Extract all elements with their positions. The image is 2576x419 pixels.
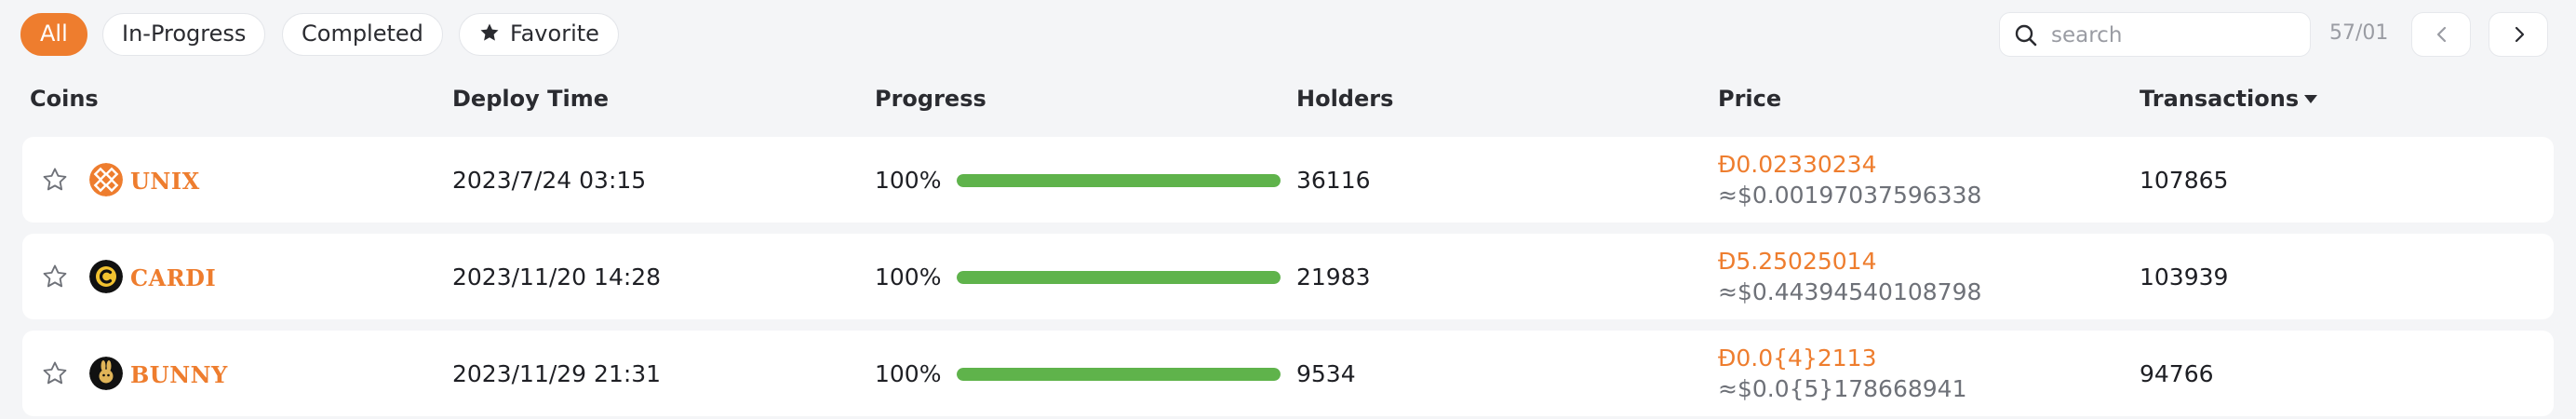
sort-desc-icon (2304, 95, 2318, 103)
table-row[interactable]: CARDI 2023/11/20 14:28 100% 21983 Đ5.250… (22, 234, 2554, 319)
filter-bar: All In-Progress Completed Favorite 57/01 (0, 0, 2576, 70)
deploy-time: 2023/11/29 21:31 (452, 360, 662, 387)
chevron-left-icon (2436, 26, 2447, 43)
price-doge: Đ0.02330234 (1718, 151, 1877, 178)
coin-ticker[interactable]: CARDI (130, 264, 217, 291)
holders-count: 36116 (1296, 167, 1371, 194)
price-doge: Đ0.0{4}2113 (1718, 345, 1877, 372)
progress-bar-fill (957, 271, 1281, 284)
progress-bar (957, 174, 1281, 187)
deploy-time: 2023/7/24 03:15 (452, 167, 647, 194)
price-usd: ≈$0.00197037596338 (1718, 182, 1982, 209)
progress-bar (957, 271, 1281, 284)
table-header: Coins Deploy Time Progress Holders Price… (0, 86, 2576, 119)
filter-completed-label: Completed (302, 20, 423, 47)
holders-count: 21983 (1296, 264, 1371, 291)
progress-bar (957, 368, 1281, 381)
filter-favorite-label: Favorite (510, 20, 599, 47)
prev-page-button[interactable] (2411, 12, 2471, 57)
column-header-price: Price (1718, 86, 1782, 112)
bunny-logo-icon (89, 357, 123, 390)
unix-logo-icon (89, 163, 123, 196)
transactions-count: 94766 (2140, 360, 2214, 387)
coin-ticker[interactable]: UNIX (130, 168, 200, 195)
filter-in-progress-label: In-Progress (122, 20, 247, 47)
progress-percent: 100% (875, 264, 942, 291)
next-page-button[interactable] (2489, 12, 2548, 57)
search-box (1999, 12, 2311, 57)
progress-percent: 100% (875, 167, 942, 194)
column-header-holders: Holders (1296, 86, 1394, 112)
price-doge: Đ5.25025014 (1718, 248, 1877, 275)
column-header-transactions[interactable]: Transactions (2140, 86, 2318, 112)
filter-in-progress-button[interactable]: In-Progress (102, 13, 266, 56)
filter-all-label: All (40, 20, 68, 47)
filter-all-button[interactable]: All (20, 13, 87, 56)
deploy-time: 2023/11/20 14:28 (452, 264, 662, 291)
transactions-count: 103939 (2140, 264, 2229, 291)
price-usd: ≈$0.0{5}178668941 (1718, 375, 1967, 402)
progress-bar-fill (957, 368, 1281, 381)
coin-ticker[interactable]: BUNNY (130, 361, 228, 388)
table-row[interactable]: UNIX 2023/7/24 03:15 100% 36116 Đ0.02330… (22, 137, 2554, 223)
cardi-logo-icon (89, 260, 123, 293)
page-indicator: 57/01 (2329, 21, 2389, 45)
transactions-count: 107865 (2140, 167, 2229, 194)
transactions-header-label: Transactions (2140, 86, 2300, 112)
search-icon (2013, 22, 2039, 52)
holders-count: 9534 (1296, 360, 1356, 387)
star-outline-icon[interactable] (41, 263, 69, 294)
column-header-coins: Coins (30, 86, 99, 112)
progress-bar-fill (957, 174, 1281, 187)
filter-favorite-button[interactable]: Favorite (459, 13, 619, 56)
table-row[interactable]: BUNNY 2023/11/29 21:31 100% 9534 Đ0.0{4}… (22, 331, 2554, 416)
column-header-progress: Progress (875, 86, 986, 112)
search-input[interactable] (2049, 19, 2295, 52)
column-header-deploy-time: Deploy Time (452, 86, 609, 112)
filter-completed-button[interactable]: Completed (282, 13, 443, 56)
star-filled-icon (478, 17, 501, 57)
price-usd: ≈$0.44394540108798 (1718, 278, 1982, 305)
star-outline-icon[interactable] (41, 359, 69, 391)
star-outline-icon[interactable] (41, 166, 69, 197)
chevron-right-icon (2515, 26, 2525, 43)
progress-percent: 100% (875, 360, 942, 387)
